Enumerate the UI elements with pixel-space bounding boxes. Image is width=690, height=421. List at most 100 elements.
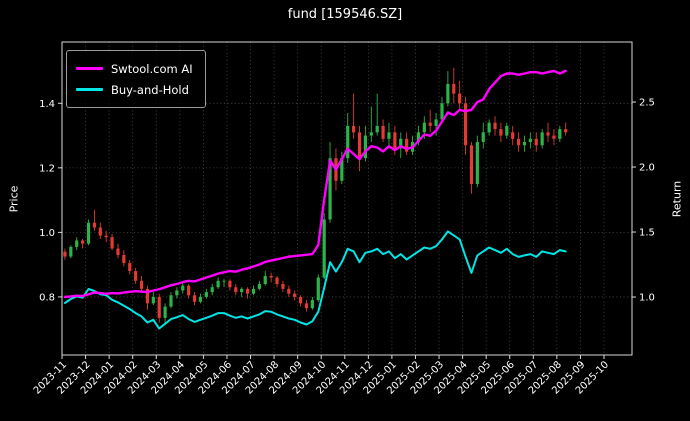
candle-body <box>98 227 102 236</box>
ai-line-swatch-icon <box>76 67 103 70</box>
candle-body <box>69 246 73 257</box>
candle-body <box>275 277 279 285</box>
candle-body <box>458 93 462 104</box>
candle-body <box>346 125 350 159</box>
price-tick-label: 1.2 <box>39 163 55 174</box>
candle-body <box>540 132 544 146</box>
candle-body <box>393 132 397 149</box>
candle-body <box>316 277 320 301</box>
candle-body <box>522 142 527 146</box>
candle-body <box>187 285 191 296</box>
ai-equity-line <box>63 69 567 299</box>
candle-body <box>463 103 468 146</box>
candle-body <box>405 138 409 152</box>
plot-border <box>61 41 633 356</box>
candle-body <box>116 248 120 255</box>
candle-body <box>440 103 444 120</box>
candle-body <box>452 83 456 94</box>
price-tick-label: 0.8 <box>39 292 55 303</box>
price-tick-label: 1.4 <box>39 99 55 110</box>
candle-body <box>369 132 373 136</box>
candle-body <box>516 138 521 146</box>
candle-body <box>192 295 197 302</box>
return-tick-label: 1.5 <box>639 228 655 239</box>
price-tick-label: 1.0 <box>39 228 55 239</box>
legend-label-buy-and-hold: Buy-and-Hold <box>111 82 189 97</box>
candle-body <box>381 125 385 139</box>
legend-item-ai: Swtool.com AI <box>76 58 193 79</box>
candle-body <box>181 285 185 291</box>
candle-body <box>446 83 450 104</box>
candle-body <box>139 280 144 289</box>
candle-body <box>216 280 220 288</box>
candle-body <box>110 237 114 249</box>
buy-and-hold-line-swatch-icon <box>76 88 103 91</box>
candle-body <box>222 280 226 282</box>
candle-body <box>122 254 126 264</box>
candle-body <box>357 132 362 159</box>
return-tick-label: 2.5 <box>639 98 655 109</box>
candle-body <box>434 119 438 126</box>
candle-body <box>86 222 91 244</box>
candle-body <box>134 271 138 281</box>
chart-title: fund [159546.SZ] <box>287 7 403 22</box>
candle-body <box>104 235 108 238</box>
candle-body <box>198 296 203 302</box>
candle-body <box>352 125 356 133</box>
candle-body <box>322 219 326 278</box>
candle-body <box>251 288 256 294</box>
candle-body <box>304 303 309 309</box>
candle-body <box>416 132 421 143</box>
candle-body <box>145 288 150 304</box>
candle-body <box>399 138 403 149</box>
candle-body <box>422 122 426 133</box>
candle-body <box>375 125 379 133</box>
candle-body <box>487 122 491 133</box>
candle-body <box>287 288 291 294</box>
candle-body <box>558 129 562 139</box>
return-tick-label: 1.0 <box>639 293 655 304</box>
candle-body <box>269 275 273 278</box>
candle-body <box>245 288 250 294</box>
candle-body <box>564 129 568 133</box>
candle-body <box>151 296 155 304</box>
candle-body <box>263 275 267 285</box>
buy-and-hold-line <box>63 230 567 330</box>
candle-body <box>234 287 238 293</box>
candle-body <box>511 132 515 139</box>
candle-body <box>298 296 303 304</box>
candle-body <box>505 125 509 136</box>
price-axis-label: Price <box>7 185 21 213</box>
legend: Swtool.com AI Buy-and-Hold <box>66 50 206 108</box>
legend-label-ai: Swtool.com AI <box>111 61 193 76</box>
candle-body <box>157 296 161 318</box>
candle-body <box>175 290 179 296</box>
candle-body <box>340 158 344 181</box>
legend-item-buy-and-hold: Buy-and-Hold <box>76 79 193 100</box>
return-tick-label: 2.0 <box>639 163 655 174</box>
candle-body <box>92 222 97 228</box>
candle-body <box>475 142 479 184</box>
candle-body <box>257 284 261 289</box>
return-axis-label: Return <box>670 180 684 218</box>
candle-body <box>81 240 85 244</box>
candle-body <box>63 251 67 257</box>
candle-body <box>469 145 474 184</box>
candle-body <box>387 132 391 139</box>
candle-body <box>499 129 503 136</box>
candle-body <box>534 138 538 146</box>
candle-body <box>169 295 173 307</box>
candle-body <box>552 135 556 139</box>
candle-body <box>528 138 532 143</box>
candle-body <box>428 122 432 126</box>
candle-body <box>163 306 167 318</box>
candle-body <box>363 135 368 159</box>
candle-body <box>293 293 297 297</box>
candle-body <box>281 284 285 289</box>
candle-body <box>493 122 497 130</box>
candle-body <box>128 263 132 272</box>
candle-body <box>546 132 550 136</box>
candle-body <box>240 288 244 293</box>
